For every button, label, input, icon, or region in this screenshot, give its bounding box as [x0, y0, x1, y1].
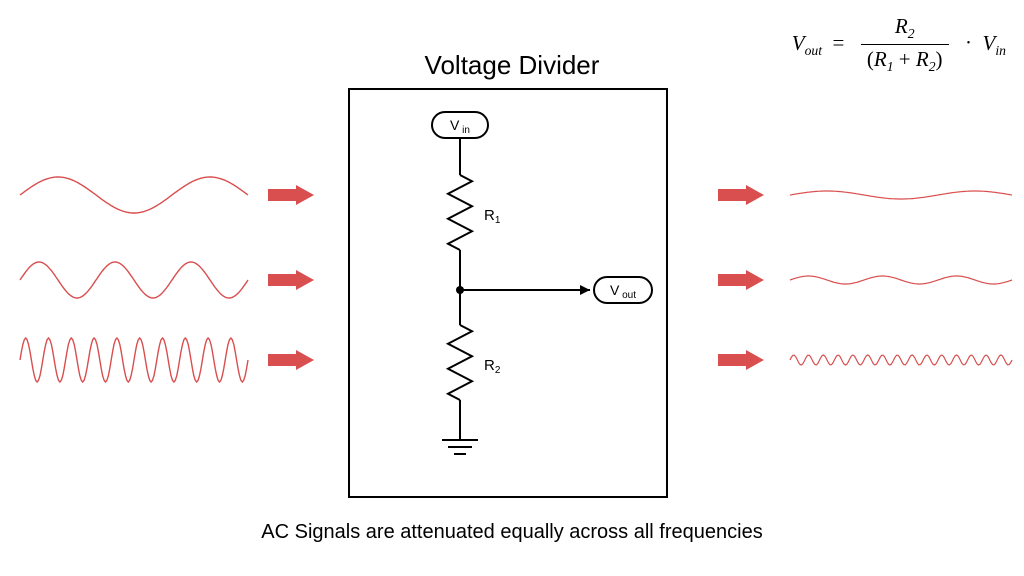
wave	[790, 355, 1012, 365]
wave	[20, 262, 248, 298]
diagram-caption: AC Signals are attenuated equally across…	[0, 521, 1024, 544]
svg-text:R1: R1	[484, 207, 501, 226]
wave	[790, 276, 1012, 284]
circuit-box: V inR1V outR2	[348, 88, 668, 498]
wave	[20, 177, 248, 213]
svg-text:R2: R2	[484, 357, 501, 376]
formula-den-r-sub: 2	[929, 59, 936, 74]
circuit-schematic: V inR1V outR2	[350, 90, 666, 496]
wave	[20, 338, 248, 382]
formula-lhs-sub: out	[805, 43, 822, 58]
voltage-divider-formula: Vout = R2 (R1 + R2) · Vin	[792, 14, 1006, 75]
formula-rhs-sub: in	[995, 43, 1006, 58]
wave	[790, 191, 1012, 199]
formula-rhs-base: V	[983, 31, 996, 55]
formula-lhs-base: V	[792, 31, 805, 55]
formula-num-base: R	[895, 14, 908, 38]
formula-den-l-base: R	[874, 47, 887, 71]
formula-den-l-sub: 1	[887, 59, 894, 74]
formula-fraction: R2 (R1 + R2)	[861, 14, 949, 75]
formula-num-sub: 2	[908, 26, 915, 41]
formula-den-r-base: R	[916, 47, 929, 71]
